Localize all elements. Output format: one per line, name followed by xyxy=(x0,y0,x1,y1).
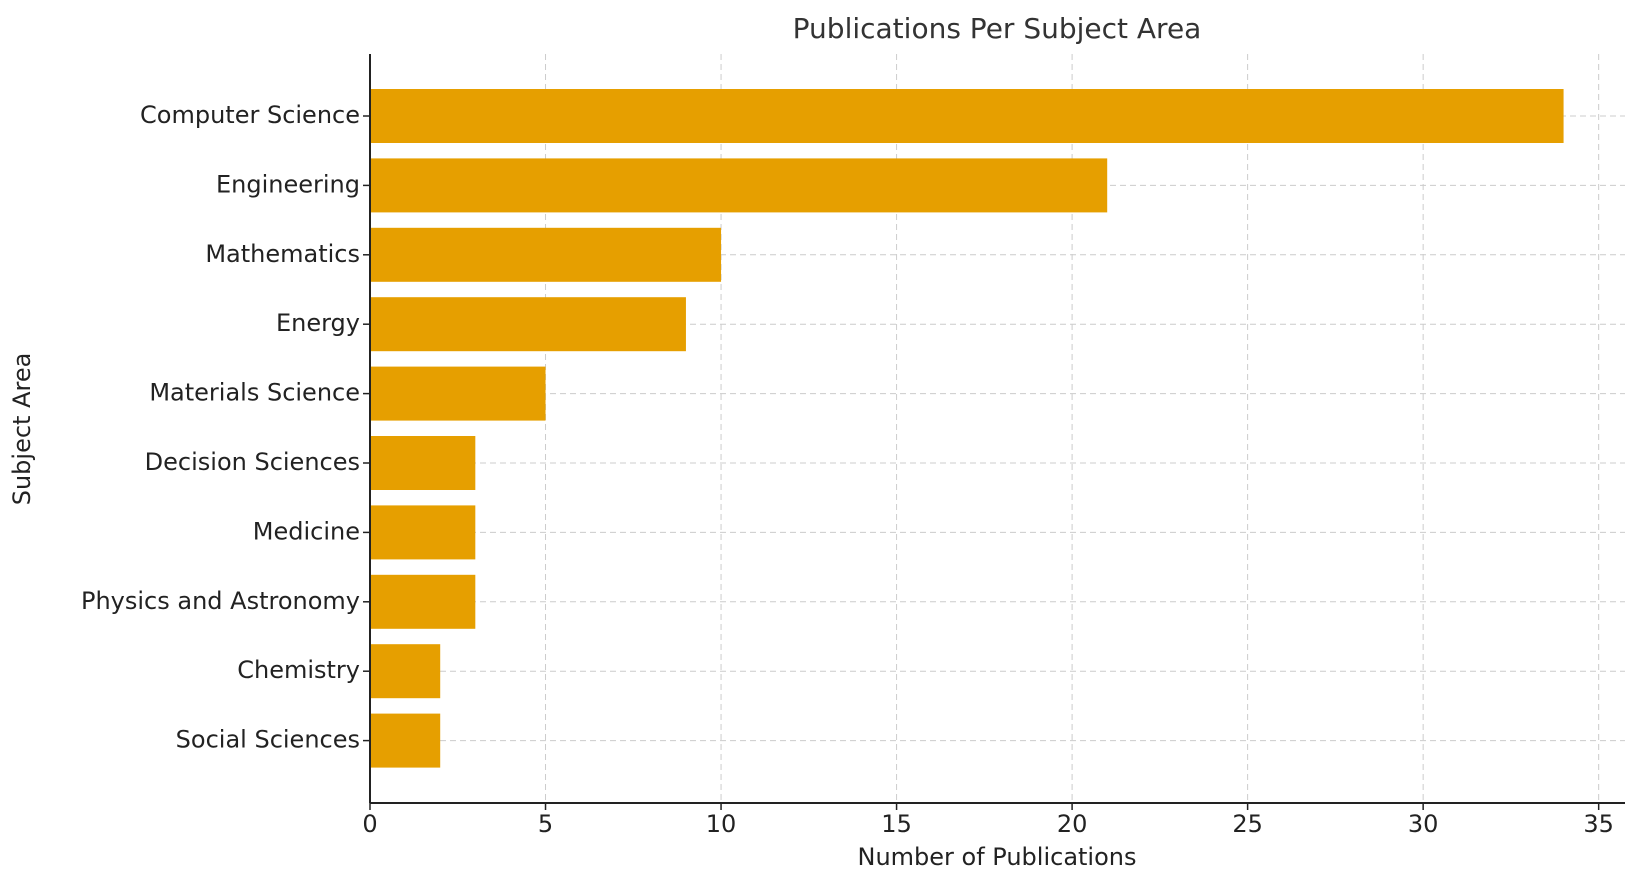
y-tick-label: Physics and Astronomy xyxy=(81,587,360,615)
x-tick-label: 20 xyxy=(1057,810,1088,838)
x-tick-label: 35 xyxy=(1583,810,1614,838)
y-tick-label: Social Sciences xyxy=(176,726,360,754)
y-tick-label: Energy xyxy=(276,309,360,337)
bar xyxy=(370,366,546,421)
bar xyxy=(370,713,441,768)
bar xyxy=(370,158,1108,213)
bar xyxy=(370,227,722,282)
bar xyxy=(370,297,686,352)
x-tick-label: 30 xyxy=(1408,810,1439,838)
y-tick-label: Mathematics xyxy=(205,240,360,268)
x-tick-label: 0 xyxy=(362,810,377,838)
bar xyxy=(370,574,476,629)
bar xyxy=(370,436,476,490)
x-tick-label: 25 xyxy=(1232,810,1263,838)
y-tick-label: Engineering xyxy=(216,170,360,198)
bar xyxy=(370,89,1564,143)
x-tick-label: 10 xyxy=(706,810,737,838)
bar xyxy=(370,505,476,560)
y-tick-label: Decision Sciences xyxy=(145,448,360,476)
y-tick-label: Materials Science xyxy=(149,379,360,407)
x-tick-label: 15 xyxy=(881,810,912,838)
y-tick-label: Chemistry xyxy=(237,656,360,684)
bar xyxy=(370,644,441,699)
y-tick-label: Computer Science xyxy=(140,101,360,129)
y-axis-label: Subject Area xyxy=(8,353,36,506)
x-axis-label: Number of Publications xyxy=(857,843,1136,871)
x-tick-label: 5 xyxy=(538,810,553,838)
chart-title: Publications Per Subject Area xyxy=(793,12,1202,45)
y-tick-label: Medicine xyxy=(253,517,360,545)
